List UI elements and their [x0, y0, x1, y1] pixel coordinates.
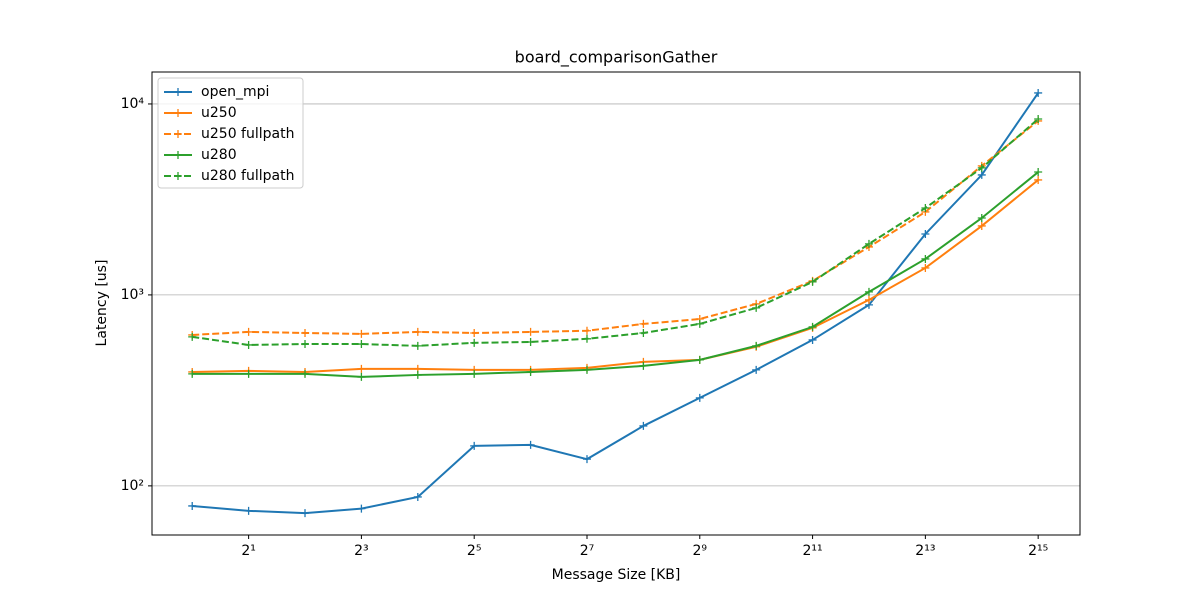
point-marker	[752, 341, 761, 350]
legend-label: u250	[201, 105, 237, 121]
x-tick-label: 2¹⁵	[1028, 543, 1048, 559]
point-marker	[301, 369, 310, 378]
y-axis-label: Latency [us]	[94, 260, 110, 347]
point-marker	[413, 327, 422, 336]
legend-label: u280 fullpath	[201, 168, 294, 184]
point-marker	[808, 335, 817, 344]
point-marker	[244, 369, 253, 378]
y-tick-label: 10⁴	[121, 96, 145, 112]
point-marker	[526, 327, 535, 336]
point-marker	[582, 326, 591, 335]
point-marker	[357, 340, 366, 349]
x-tick-label: 2³	[354, 543, 369, 559]
point-marker	[1034, 88, 1043, 97]
point-marker	[639, 319, 648, 328]
point-marker	[301, 340, 310, 349]
point-marker	[244, 327, 253, 336]
x-tick-label: 2⁵	[467, 543, 482, 559]
point-marker	[1034, 175, 1043, 184]
point-marker	[752, 303, 761, 312]
point-marker	[188, 369, 197, 378]
point-marker	[357, 504, 366, 513]
legend-box	[157, 77, 304, 189]
point-marker	[1034, 168, 1043, 177]
x-axis-label: Message Size [KB]	[552, 567, 681, 583]
point-marker	[357, 329, 366, 338]
x-tick-label: 2⁷	[580, 543, 595, 559]
legend-marker	[174, 172, 182, 180]
legend-marker	[174, 88, 182, 96]
series-line	[192, 120, 1039, 336]
point-marker	[244, 340, 253, 349]
point-marker	[695, 355, 704, 364]
point-marker	[526, 367, 535, 376]
point-marker	[470, 328, 479, 337]
point-marker	[470, 338, 479, 347]
point-marker	[921, 229, 930, 238]
point-marker	[582, 334, 591, 343]
series-line	[192, 179, 1039, 373]
point-marker	[188, 332, 197, 341]
legend-label: u280	[201, 147, 237, 163]
point-marker	[470, 369, 479, 378]
point-marker	[413, 341, 422, 350]
point-marker	[808, 277, 817, 286]
y-tick-label: 10²	[121, 478, 144, 494]
point-marker	[301, 509, 310, 518]
point-marker	[526, 337, 535, 346]
point-marker	[639, 361, 648, 370]
point-marker	[301, 328, 310, 337]
series-line	[192, 171, 1039, 378]
y-tick-label: 10³	[121, 287, 144, 303]
series-line	[192, 118, 1039, 347]
point-marker	[864, 239, 873, 248]
point-marker	[470, 441, 479, 450]
point-marker	[244, 506, 253, 515]
point-marker	[639, 421, 648, 430]
legend-marker	[174, 151, 182, 159]
legend-label: u250 fullpath	[201, 126, 294, 142]
legend-label: open_mpi	[201, 84, 269, 100]
x-tick-label: 2⁹	[693, 543, 708, 559]
point-marker	[357, 372, 366, 381]
x-tick-label: 2¹³	[915, 543, 935, 559]
point-marker	[357, 364, 366, 373]
point-marker	[864, 295, 873, 304]
legend-marker	[174, 109, 182, 117]
legend-marker	[174, 130, 182, 138]
point-marker	[977, 213, 986, 222]
point-marker	[752, 365, 761, 374]
point-marker	[1034, 115, 1043, 124]
point-marker	[977, 163, 986, 172]
point-marker	[921, 254, 930, 263]
x-tick-label: 2¹	[241, 543, 256, 559]
point-marker	[695, 319, 704, 328]
point-marker	[413, 492, 422, 501]
plot-frame	[151, 71, 1081, 536]
point-marker	[864, 287, 873, 296]
point-marker	[808, 322, 817, 331]
x-tick-label: 2¹¹	[803, 543, 823, 559]
series-line	[192, 92, 1039, 515]
point-marker	[695, 393, 704, 402]
point-marker	[921, 263, 930, 272]
point-marker	[582, 455, 591, 464]
point-marker	[582, 365, 591, 374]
point-marker	[526, 440, 535, 449]
point-marker	[977, 170, 986, 179]
point-marker	[921, 203, 930, 212]
point-marker	[188, 501, 197, 510]
point-marker	[977, 221, 986, 230]
chart-title: board_comparisonGather	[515, 48, 718, 68]
point-marker	[639, 328, 648, 337]
point-marker	[413, 370, 422, 379]
